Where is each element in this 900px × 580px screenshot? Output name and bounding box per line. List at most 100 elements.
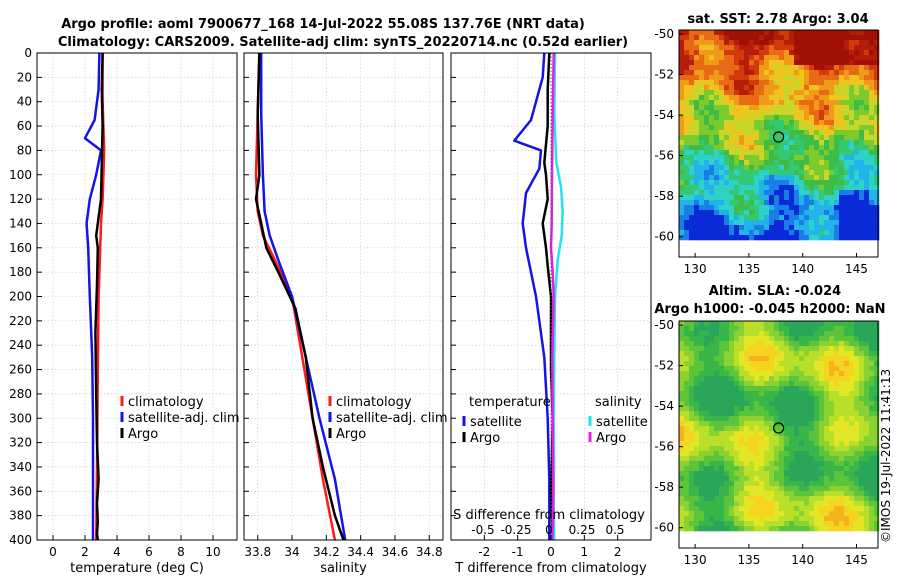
map-cell	[684, 170, 690, 176]
map-cell	[869, 65, 875, 71]
map-cell	[679, 346, 685, 352]
map-cell	[869, 200, 875, 206]
map-cell	[794, 346, 800, 352]
map-cell	[779, 331, 785, 337]
map-cell	[819, 110, 825, 116]
map-cell	[849, 376, 855, 382]
map-cell	[854, 526, 860, 532]
map-cell	[804, 215, 810, 221]
map-cell	[719, 421, 725, 427]
map-cell	[724, 386, 730, 392]
map-cell	[834, 491, 840, 497]
map-cell	[784, 431, 790, 437]
map-cell	[729, 356, 735, 362]
map-cell	[749, 356, 755, 362]
map-cell	[774, 336, 780, 342]
map-cell	[809, 471, 815, 477]
map-cell	[764, 75, 770, 81]
map-cell	[774, 506, 780, 512]
map-cell	[844, 501, 850, 507]
map-cell	[839, 135, 845, 141]
map-cell	[834, 135, 840, 141]
map-cell	[759, 341, 765, 347]
map-cell	[819, 346, 825, 352]
map-cell	[854, 406, 860, 412]
map-cell	[704, 150, 710, 156]
map-cell	[849, 55, 855, 61]
map-cell	[779, 361, 785, 367]
map-cell	[859, 175, 865, 181]
map-cell	[704, 55, 710, 61]
map-cell	[814, 381, 820, 387]
map-cell	[694, 521, 700, 527]
map-cell	[749, 391, 755, 397]
legend-label: satellite-adj. clim	[128, 411, 240, 426]
map-cell	[734, 100, 740, 106]
map-cell	[724, 321, 730, 327]
map-cell	[714, 456, 720, 462]
map-cell	[804, 135, 810, 141]
map-cell	[774, 416, 780, 422]
map-cell	[794, 225, 800, 231]
map-cell	[704, 110, 710, 116]
map-cell	[744, 165, 750, 171]
map-cell	[759, 356, 765, 362]
map-cell	[864, 70, 870, 76]
map-cell	[824, 180, 830, 186]
map-cell	[794, 386, 800, 392]
map-cell	[784, 421, 790, 427]
map-cell	[839, 110, 845, 116]
map-cell	[729, 426, 735, 432]
map-cell	[704, 195, 710, 201]
map-cell	[729, 150, 735, 156]
map-cell	[699, 366, 705, 372]
map-cell	[769, 446, 775, 452]
map-cell	[724, 165, 730, 171]
map-cell	[864, 361, 870, 367]
map-cell	[779, 110, 785, 116]
map-y-tick-label: -50	[654, 318, 674, 332]
map-cell	[799, 210, 805, 216]
map-cell	[789, 35, 795, 41]
map-cell	[734, 456, 740, 462]
map-cell	[814, 105, 820, 111]
map-cell	[844, 441, 850, 447]
map-cell	[764, 461, 770, 467]
map-cell	[759, 521, 765, 527]
map-cell	[704, 65, 710, 71]
map-cell	[779, 135, 785, 141]
map-cell	[824, 361, 830, 367]
y-tick-label: 400	[9, 533, 32, 547]
map-cell	[819, 421, 825, 427]
map-cell	[734, 105, 740, 111]
map-cell	[704, 140, 710, 146]
map-cell	[844, 371, 850, 377]
map-cell	[874, 381, 880, 387]
map-cell	[789, 336, 795, 342]
map-cell	[874, 180, 880, 186]
map-cell	[854, 155, 860, 161]
map-cell	[799, 225, 805, 231]
map-cell	[774, 115, 780, 121]
map-cell	[699, 396, 705, 402]
map-cell	[779, 210, 785, 216]
map-cell	[724, 471, 730, 477]
map-cell	[714, 85, 720, 91]
map-cell	[699, 401, 705, 407]
map-cell	[679, 421, 685, 427]
map-cell	[859, 210, 865, 216]
map-cell	[874, 165, 880, 171]
map-cell	[709, 346, 715, 352]
map-cell	[729, 446, 735, 452]
map-cell	[714, 441, 720, 447]
map-cell	[759, 135, 765, 141]
map-cell	[814, 446, 820, 452]
map-cell	[834, 175, 840, 181]
map-cell	[784, 215, 790, 221]
map-cell	[794, 486, 800, 492]
map-cell	[759, 491, 765, 497]
map-cell	[844, 466, 850, 472]
map-cell	[699, 386, 705, 392]
map-cell	[869, 85, 875, 91]
map-cell	[744, 180, 750, 186]
